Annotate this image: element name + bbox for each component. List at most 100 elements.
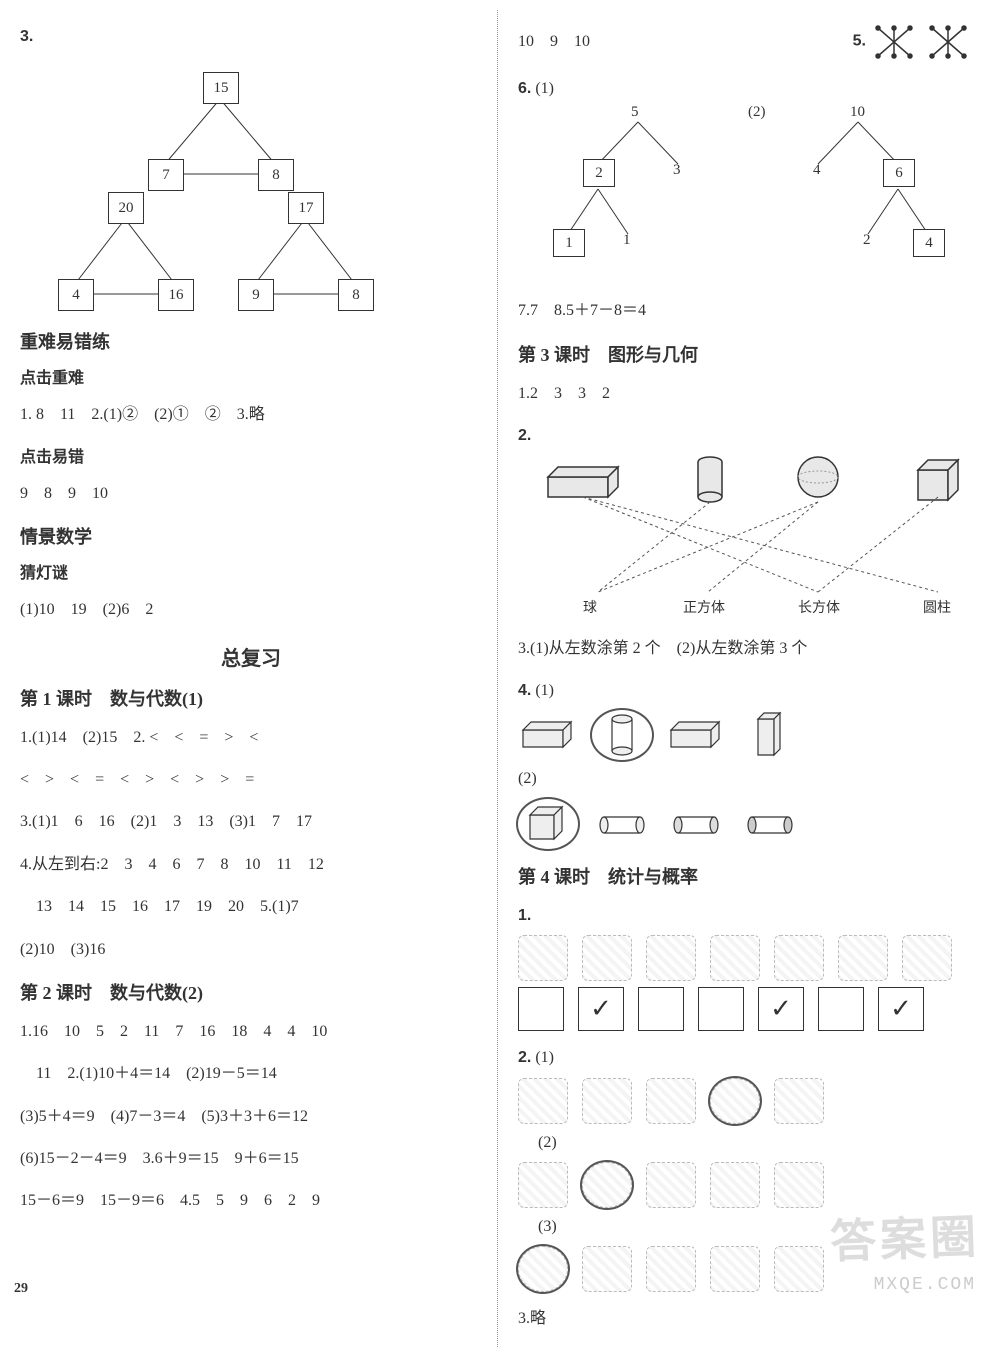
q5-label: 5.: [853, 33, 866, 50]
q2r1-3-icon: [646, 1078, 696, 1124]
shape-match-diagram: 球 正方体 长方体 圆柱: [518, 452, 980, 622]
q2r3-4-icon: [710, 1246, 760, 1292]
q3-header: 3.: [20, 22, 482, 52]
left-column: 3. 15: [20, 10, 498, 1347]
hcylinder3-icon: [740, 799, 800, 849]
q2r3-2-icon: [582, 1246, 632, 1292]
q2r2-2-icon-circled: [582, 1162, 632, 1208]
sub-click-err: 点击易错: [20, 443, 482, 467]
check-0: [518, 987, 564, 1031]
tri-top-right: 8: [258, 159, 294, 191]
q2r1-1-icon: [518, 1078, 568, 1124]
lesson4-title: 第 4 课时 统计与概率: [518, 863, 980, 889]
t1-l2: 1: [553, 229, 585, 257]
review-title: 总复习: [20, 642, 482, 671]
tri-bl-left: 4: [58, 279, 94, 311]
section-scene: 情景数学: [20, 523, 482, 549]
check-6: ✓: [878, 987, 924, 1031]
l3-q2: 2.: [518, 427, 531, 444]
cuboid2-icon: [666, 710, 726, 760]
tri-br-right: 8: [338, 279, 374, 311]
q2r3-5-icon: [774, 1246, 824, 1292]
cube-icon-circled: [518, 799, 578, 849]
sub-riddle: 猜灯谜: [20, 559, 482, 583]
hard-line: 1. 8 11 2.(1)② (2)① ② 3.略: [20, 400, 482, 430]
t2-l2: 2: [863, 232, 871, 249]
animal-2-icon: [582, 935, 632, 981]
t2-l1: 4: [813, 162, 821, 179]
tri-br-apex: 17: [288, 192, 324, 224]
l1-line4: 4.从左到右:2 3 4 6 7 8 10 11 12: [20, 850, 482, 880]
t2-r1: 6: [883, 159, 915, 187]
q5-cross-icon: [870, 22, 980, 62]
l3-q4-2: (2): [518, 770, 537, 787]
l1-line5: 13 14 15 16 17 19 20 5.(1)7: [20, 892, 482, 922]
animal-row: [518, 935, 980, 981]
right-top-row: 10 9 10 5.: [518, 22, 980, 62]
animal-6-icon: [838, 935, 888, 981]
tri-bl-right: 16: [158, 279, 194, 311]
t2-root: 10: [850, 104, 865, 121]
l2-line5: 15－6＝9 15－9＝6 4.5 5 9 6 2 9: [20, 1186, 482, 1216]
animal-4-icon: [710, 935, 760, 981]
l4-q2: 2.: [518, 1049, 531, 1066]
tri-bl-apex: 20: [108, 192, 144, 224]
check-row: ✓ ✓ ✓: [518, 987, 980, 1031]
l4-q2-2: (2): [538, 1134, 557, 1151]
t1-r1: 3: [673, 162, 681, 179]
l2-line1: 1.16 10 5 2 11 7 16 18 4 4 10: [20, 1017, 482, 1047]
l3-line1: 1.2 3 3 2: [518, 379, 980, 409]
lesson1-title: 第 1 课时 数与代数(1): [20, 685, 482, 711]
l2-line2: 11 2.(1)10＋4＝14 (2)19－5＝14: [20, 1059, 482, 1089]
line-7-8: 7.7 8.5＋7－8＝4: [518, 296, 980, 326]
t1-l1: 2: [583, 159, 615, 187]
section-hard-title: 重难易错练: [20, 328, 482, 354]
q6-1-label: (1): [535, 80, 554, 97]
check-2: [638, 987, 684, 1031]
right-column: 10 9 10 5.: [518, 10, 980, 1347]
top-nums: 10 9 10: [518, 27, 590, 57]
q2r2-4-icon: [710, 1162, 760, 1208]
l3-line3: 3.(1)从左数涂第 2 个 (2)从左数涂第 3 个: [518, 634, 980, 664]
q2r3-3-icon: [646, 1246, 696, 1292]
q2r2-3-icon: [646, 1162, 696, 1208]
l4-q2-3: (3): [538, 1218, 557, 1235]
l2-line3: (3)5＋4＝9 (4)7－3＝4 (5)3＋3＋6＝12: [20, 1102, 482, 1132]
check-3: [698, 987, 744, 1031]
l1-line1: 1.(1)14 (2)15 2. < < = > <: [20, 723, 482, 753]
animal-5-icon: [774, 935, 824, 981]
match-label-2: 长方体: [798, 597, 840, 617]
t1-r2: 1: [623, 232, 631, 249]
q2r1-5-icon: [774, 1078, 824, 1124]
match-label-1: 正方体: [683, 597, 725, 617]
q2-row1: [518, 1078, 980, 1124]
lesson2-title: 第 2 课时 数与代数(2): [20, 979, 482, 1005]
hcylinder2-icon: [666, 799, 726, 849]
animal-3-icon: [646, 935, 696, 981]
cuboid-icon: [518, 710, 578, 760]
q3-label: 3.: [20, 28, 33, 45]
q2r2-1-icon: [518, 1162, 568, 1208]
match-label-3: 圆柱: [923, 597, 951, 617]
l4-q1: 1.: [518, 907, 531, 924]
t2-r2: 4: [913, 229, 945, 257]
animal-1-icon: [518, 935, 568, 981]
err-line: 9 8 9 10: [20, 479, 482, 509]
tree-lines: [518, 104, 988, 284]
q6-trees: 5 2 3 1 1 (2) 10 4 6 2 4: [518, 104, 980, 284]
q6-2-label: (2): [748, 104, 766, 121]
tri-br-left: 9: [238, 279, 274, 311]
tri-top-left: 7: [148, 159, 184, 191]
check-5: [818, 987, 864, 1031]
page-number: 29: [14, 1281, 28, 1297]
l2-line4: (6)15－2－4＝9 3.6＋9＝15 9＋6＝15: [20, 1144, 482, 1174]
riddle-line: (1)10 19 (2)6 2: [20, 595, 482, 625]
match-label-0: 球: [583, 597, 597, 617]
l3-q4-1: (1): [535, 682, 554, 699]
q3-triangle-diagram: 15 7 8 20 4 16 17 9 8: [20, 64, 482, 314]
hcylinder1-icon: [592, 799, 652, 849]
lesson3-title: 第 3 课时 图形与几何: [518, 341, 980, 367]
tall-cuboid-icon: [740, 710, 800, 760]
q6-label: 6.: [518, 80, 531, 97]
q4-row1: [518, 710, 980, 760]
